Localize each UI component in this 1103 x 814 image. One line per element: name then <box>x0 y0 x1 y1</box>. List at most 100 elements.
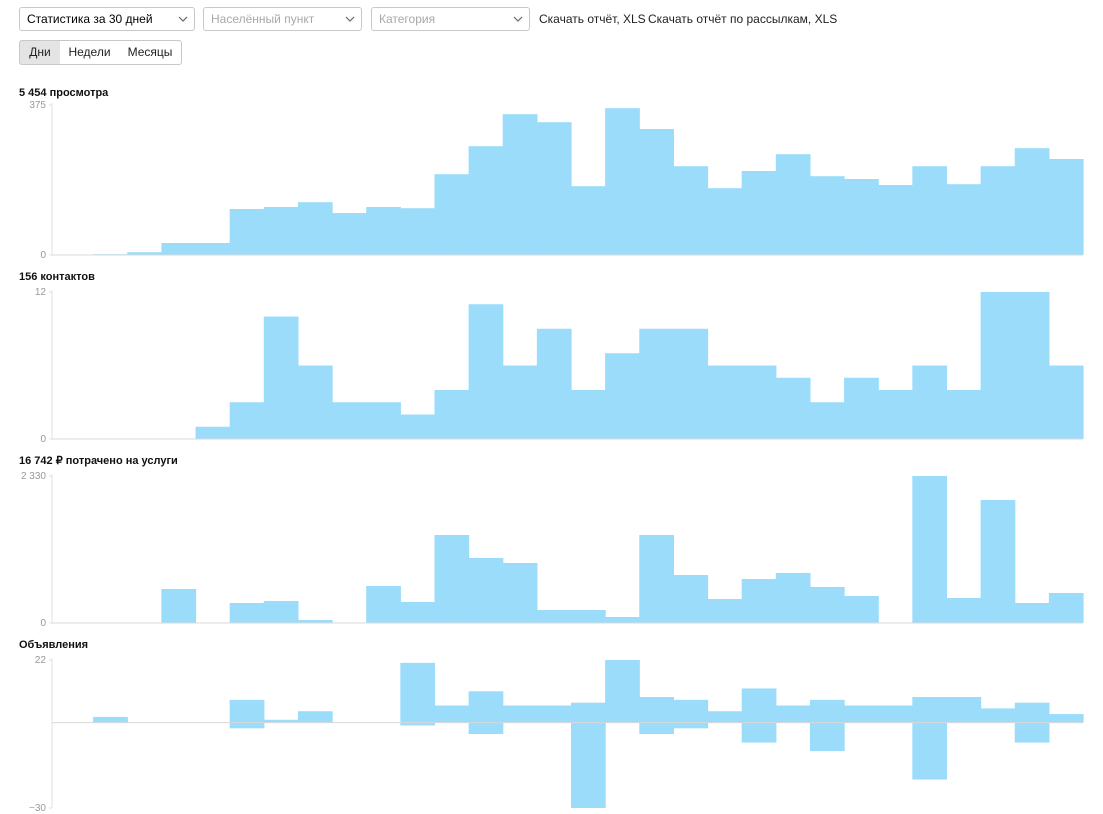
bar <box>468 304 504 439</box>
bar <box>400 601 436 623</box>
bar <box>229 402 265 439</box>
chart-title: 16 742 ₽ потрачено на услуги <box>19 455 178 467</box>
bar <box>980 166 1016 255</box>
bar <box>844 595 879 623</box>
bar <box>161 588 197 623</box>
y-tick-label: 12 <box>35 287 47 298</box>
bar <box>571 610 606 623</box>
bar <box>741 722 777 743</box>
bar <box>741 579 777 623</box>
category-select[interactable]: Категория <box>371 7 530 31</box>
bar <box>1014 702 1050 723</box>
bar <box>571 390 606 439</box>
bar <box>809 176 845 255</box>
bar <box>673 699 709 723</box>
bar <box>400 414 436 439</box>
bar <box>297 202 333 255</box>
bar <box>946 598 982 623</box>
chevron <box>345 16 355 22</box>
bar <box>946 184 982 255</box>
bar <box>195 426 231 439</box>
tab-days[interactable]: Дни <box>19 40 61 65</box>
bar <box>639 129 674 255</box>
bar <box>809 402 845 439</box>
bar <box>263 719 299 723</box>
period-select-text: Статистика за 30 дней <box>27 12 153 26</box>
bar <box>468 722 504 734</box>
bar <box>844 179 879 255</box>
y-tick-label: 0 <box>40 250 46 261</box>
bar <box>195 243 231 255</box>
bar <box>229 722 265 729</box>
chevron <box>513 16 523 22</box>
bar <box>980 292 1016 439</box>
bar <box>673 166 709 255</box>
bar <box>502 365 538 439</box>
bar <box>707 188 743 255</box>
bar <box>297 619 333 623</box>
chart-title: 5 454 просмотра <box>19 87 109 99</box>
category-select-text: Категория <box>379 12 436 26</box>
download-link[interactable]: Скачать отчёт по рассылкам, XLS <box>648 12 838 26</box>
bar <box>434 390 470 439</box>
tab-weeks[interactable]: Недели <box>60 40 120 65</box>
bar <box>1014 603 1050 623</box>
bar <box>707 365 743 439</box>
bar <box>536 122 572 255</box>
bar <box>468 146 504 255</box>
y-tick-label: 375 <box>29 100 46 111</box>
download-link[interactable]: Скачать отчёт, XLS <box>539 12 646 26</box>
bar <box>536 705 572 723</box>
bar <box>536 328 572 439</box>
bar <box>366 402 401 439</box>
bar <box>1048 365 1084 439</box>
bar <box>502 705 538 723</box>
bar <box>400 662 436 723</box>
bar <box>536 610 572 623</box>
city-select-text: Населённый пункт <box>211 12 315 26</box>
bar <box>878 185 913 255</box>
city-select[interactable]: Населённый пункт <box>203 7 362 31</box>
bar <box>707 599 743 623</box>
bar <box>844 377 879 439</box>
bar <box>571 186 606 255</box>
bar <box>502 563 538 623</box>
bar <box>673 722 709 729</box>
bar <box>332 402 367 439</box>
bar <box>980 499 1016 623</box>
bar <box>741 365 777 439</box>
bar <box>1048 592 1084 623</box>
bar <box>434 174 470 255</box>
bar <box>673 328 709 439</box>
period-select[interactable]: Статистика за 30 дней <box>19 7 195 31</box>
y-tick-label: 22 <box>35 655 47 666</box>
bar <box>946 390 982 439</box>
bar <box>263 207 299 255</box>
bar <box>844 705 879 723</box>
bar <box>878 390 913 439</box>
bar <box>127 252 162 255</box>
bar <box>605 660 640 723</box>
bar <box>366 207 401 255</box>
y-tick-label: 2 330 <box>21 471 46 482</box>
bar <box>809 699 845 723</box>
chevron <box>178 16 188 22</box>
bar <box>639 722 674 734</box>
chart-title: Объявления <box>19 639 88 651</box>
tab-months[interactable]: Месяцы <box>119 40 182 65</box>
bar <box>775 705 811 723</box>
bar <box>468 558 504 623</box>
bar <box>741 688 777 723</box>
bar <box>741 171 777 255</box>
bar <box>263 600 299 623</box>
bar <box>1048 714 1084 723</box>
bar <box>639 697 674 723</box>
bar <box>775 154 811 255</box>
bar <box>639 534 674 623</box>
bar <box>605 617 640 623</box>
bar <box>1048 159 1084 255</box>
bar <box>605 108 640 255</box>
bar <box>878 705 913 723</box>
